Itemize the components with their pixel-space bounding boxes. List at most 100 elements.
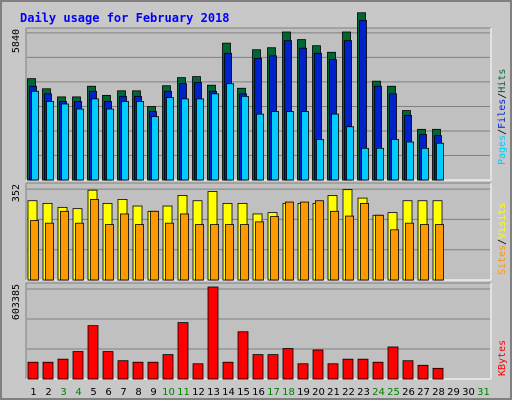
kbytes-bar — [402, 360, 414, 380]
bottom-panel-axis-label: KBytes — [497, 340, 508, 376]
pages-bar — [361, 147, 369, 181]
sites-bar — [405, 222, 414, 281]
pages-bar — [421, 147, 429, 181]
sites-bar — [135, 224, 144, 281]
day-label: 25 — [387, 387, 400, 398]
pages-bar — [391, 139, 399, 181]
sites-bar — [345, 215, 354, 281]
kbytes-bar — [372, 361, 384, 380]
mid-panel-axis-label: Sites/Visits — [497, 203, 508, 275]
day-label: 26 — [402, 387, 415, 398]
top-panel-axis-label: Pages/Files/Hits — [497, 69, 508, 165]
day-label: 13 — [207, 387, 220, 398]
pages-bar — [46, 101, 54, 181]
pages-bar — [196, 98, 204, 181]
sites-bar — [435, 224, 444, 281]
pages-bar — [226, 83, 234, 181]
sites-bar — [195, 224, 204, 281]
day-label: 24 — [372, 387, 385, 398]
kbytes-bar — [432, 367, 444, 380]
pages-bar — [331, 113, 339, 181]
pages-bar — [121, 101, 129, 181]
pages-bar — [211, 93, 219, 181]
kbytes-bar — [282, 348, 294, 380]
day-label: 14 — [222, 387, 235, 398]
pages-bar — [91, 98, 99, 181]
day-label: 30 — [462, 387, 475, 398]
pages-bar — [256, 113, 264, 181]
sites-bar — [255, 221, 264, 281]
day-label: 7 — [120, 387, 126, 398]
kbytes-bar — [102, 351, 114, 380]
bottom-ymax-label: 603385 — [11, 284, 22, 320]
day-label: 1 — [30, 387, 36, 398]
day-label: 4 — [75, 387, 81, 398]
top-ymax-label: 5840 — [11, 29, 22, 53]
kbytes-bar — [117, 360, 129, 380]
sites-bar — [90, 199, 99, 281]
kbytes-bar — [267, 354, 279, 380]
sites-bar — [240, 224, 249, 281]
day-label: 8 — [135, 387, 141, 398]
kbytes-bar — [417, 364, 429, 380]
sites-bar — [285, 201, 294, 281]
pages-bar — [31, 90, 39, 181]
pages-bar — [286, 111, 294, 181]
sites-bar — [60, 210, 69, 281]
kbytes-bar — [357, 358, 369, 380]
day-label: 5 — [90, 387, 96, 398]
kbytes-bar — [207, 286, 219, 380]
day-label: 16 — [252, 387, 265, 398]
pages-bar — [346, 126, 354, 181]
sites-bar — [150, 210, 159, 281]
pages-bar — [376, 147, 384, 181]
pages-bar — [151, 116, 159, 181]
kbytes-bar — [327, 363, 339, 380]
sites-bar — [45, 222, 54, 281]
day-label: 10 — [162, 387, 175, 398]
chart-title: Daily usage for February 2018 — [20, 11, 230, 25]
kbytes-bar — [312, 349, 324, 380]
kbytes-bar — [192, 363, 204, 380]
kbytes-bar — [342, 358, 354, 380]
day-label: 9 — [150, 387, 156, 398]
sites-bar — [270, 216, 279, 281]
day-label: 12 — [192, 387, 205, 398]
kbytes-bar — [222, 361, 234, 380]
pages-bar — [166, 97, 174, 181]
sites-bar — [225, 224, 234, 281]
kbytes-bar — [162, 354, 174, 380]
sites-bar — [210, 224, 219, 281]
day-label: 22 — [342, 387, 355, 398]
sites-bar — [315, 200, 324, 281]
sites-bar — [360, 202, 369, 281]
sites-bar — [330, 210, 339, 281]
sites-bar — [105, 224, 114, 281]
day-label: 17 — [267, 387, 280, 398]
pages-bar — [181, 98, 189, 181]
kbytes-bar — [177, 322, 189, 380]
kbytes-bar — [132, 361, 144, 380]
kbytes-bar — [27, 361, 39, 380]
day-label: 3 — [60, 387, 66, 398]
pages-bar — [406, 141, 414, 181]
kbytes-bar — [237, 331, 249, 380]
pages-bar — [106, 108, 114, 181]
day-label: 21 — [327, 387, 340, 398]
pages-bar — [271, 111, 279, 181]
day-label: 6 — [105, 387, 111, 398]
sites-bar — [30, 220, 39, 281]
kbytes-bar — [57, 358, 69, 380]
day-label: 11 — [177, 387, 190, 398]
pages-bar — [436, 142, 444, 181]
kbytes-bar — [387, 346, 399, 380]
kbytes-bar — [297, 363, 309, 380]
day-label: 15 — [237, 387, 250, 398]
day-label: 18 — [282, 387, 295, 398]
sites-bar — [165, 222, 174, 281]
kbytes-bar — [72, 351, 84, 380]
day-label: 27 — [417, 387, 430, 398]
sites-bar — [75, 222, 84, 281]
